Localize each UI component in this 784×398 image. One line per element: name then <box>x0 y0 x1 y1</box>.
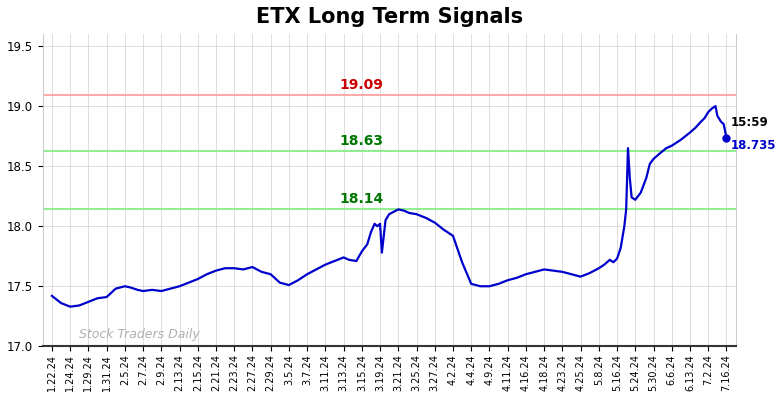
Text: Stock Traders Daily: Stock Traders Daily <box>79 328 200 341</box>
Text: 18.735: 18.735 <box>731 139 776 152</box>
Text: 18.63: 18.63 <box>339 134 384 148</box>
Text: 15:59: 15:59 <box>731 116 769 129</box>
Text: 18.14: 18.14 <box>339 192 384 207</box>
Text: 19.09: 19.09 <box>340 78 383 92</box>
Title: ETX Long Term Signals: ETX Long Term Signals <box>256 7 523 27</box>
